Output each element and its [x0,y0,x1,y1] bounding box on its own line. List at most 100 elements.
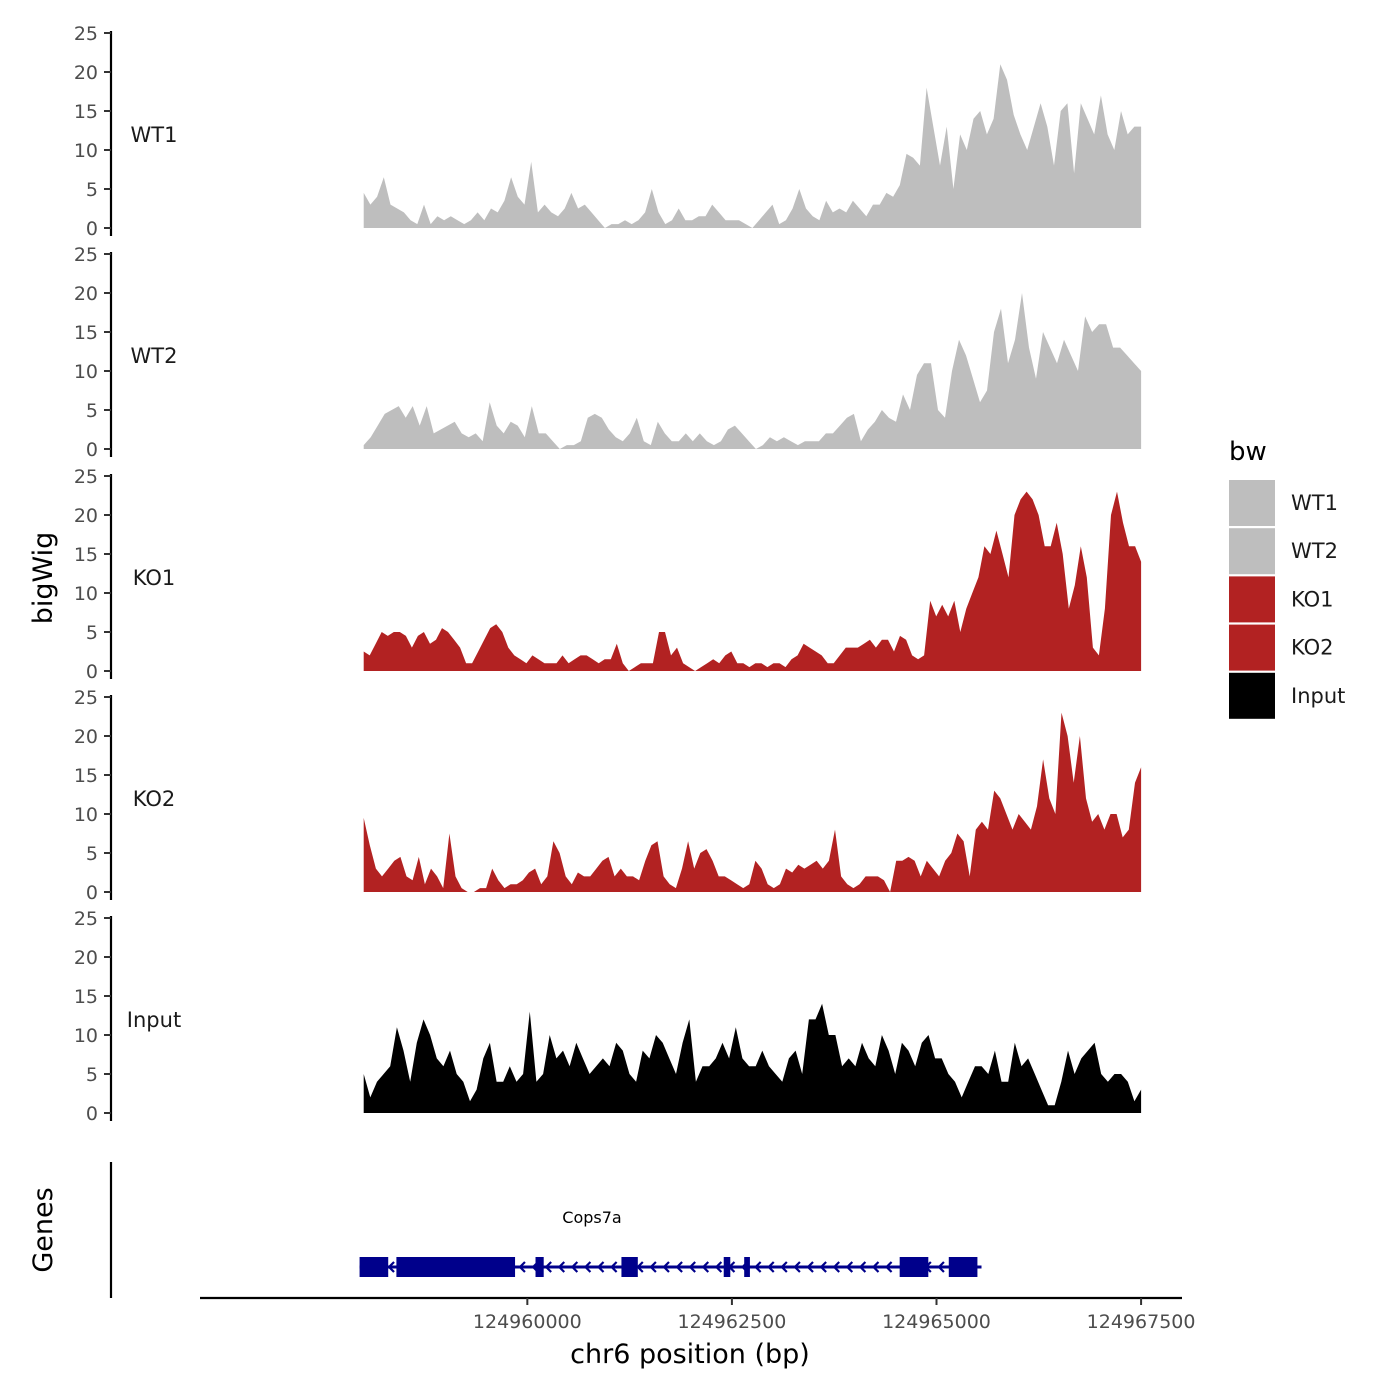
x-axis-title: chr6 position (bp) [570,1339,810,1370]
y-tick-label: 20 [74,62,98,84]
gene-exon [723,1257,731,1277]
y-tick-label: 15 [74,544,98,566]
area-ko1 [363,491,1142,671]
strand-arrow [688,1261,696,1273]
legend-label: KO1 [1291,587,1334,611]
legend: bw WT1 WT2 KO1 KO2 Input [1229,437,1345,719]
legend-swatch [1229,576,1275,623]
gene-model [359,1257,982,1277]
gene-exon [535,1257,544,1277]
y-tick-label: 15 [74,765,98,787]
x-tick-label: 124962500 [678,1311,787,1333]
strand-arrow [819,1261,827,1273]
x-axis: 124960000 124962500 124965000 124967500 chr… [200,1296,1196,1370]
gene-track: Genes Cops7a [28,1162,982,1298]
y-tick-label: 0 [86,882,98,904]
y-tick-label: 10 [74,140,98,162]
y-tick-label: 20 [74,947,98,969]
legend-label: WT2 [1291,539,1338,563]
strand-arrow [701,1261,710,1273]
strand-arrow [885,1261,893,1273]
strand-arrow [596,1261,605,1273]
strand-arrow [636,1261,644,1273]
y-tick-label: 15 [74,986,98,1008]
y-axis-title: bigWig [28,532,59,625]
x-tick-label: 124965000 [882,1311,991,1333]
y-tick-label: 5 [86,843,98,865]
y-tick-label: 10 [74,583,98,605]
strand-arrow [610,1261,618,1273]
strand-arrow [845,1261,854,1273]
track-label: KO2 [133,787,176,811]
strand-arrow [832,1261,840,1273]
gene-exon [744,1257,750,1277]
legend-swatch [1229,672,1275,719]
y-tick-label: 25 [74,244,98,266]
strand-arrow [793,1261,801,1273]
y-tick-label: 5 [86,622,98,644]
track-input: 0 5 10 15 20 25 Input [74,908,1142,1125]
strand-arrow [767,1261,775,1273]
area-wt1 [363,64,1142,228]
strand-arrow [714,1261,723,1273]
strand-arrow [387,1261,395,1273]
y-tick-label: 15 [74,322,98,344]
area-ko2 [363,712,1142,892]
signal-tracks: 0510152025WT10510152025WT20510152025KO10… [74,23,1142,1125]
track-label: WT2 [131,344,178,368]
gene-exon [621,1257,638,1277]
y-tick-label: 20 [74,726,98,748]
gene-name-label: Cops7a [562,1208,621,1227]
strand-arrow [649,1261,657,1273]
area-input [363,1003,1142,1113]
y-tick-label: 20 [74,505,98,527]
y-tick-label: 25 [74,908,98,930]
track-ko2: 0 5 10 15 20 25 KO2 [74,687,1142,904]
legend-swatch [1229,480,1275,526]
strand-arrow [675,1261,683,1273]
y-tick-label: 25 [74,23,98,45]
track-wt2: 0 5 10 15 20 25 WT2 [74,244,1142,461]
area-wt2 [363,293,1142,449]
y-tick-label: 10 [74,1025,98,1047]
track-label: WT1 [131,123,178,147]
gene-track-title: Genes [28,1187,59,1272]
gene-exon [396,1257,516,1277]
track-label: Input [127,1008,181,1032]
track-ko1: 0 5 10 15 20 25 KO1 [74,466,1142,683]
y-tick-label: 20 [74,283,98,305]
y-tick-label: 5 [86,400,98,422]
x-tick-label: 124967500 [1087,1311,1196,1333]
x-tick-label: 124960000 [473,1311,582,1333]
legend-swatch [1229,528,1275,575]
strand-arrow [662,1261,670,1273]
y-tick-label: 0 [86,218,98,240]
y-tick-label: 0 [86,661,98,683]
y-tick-label: 10 [74,361,98,383]
legend-title: bw [1229,437,1267,467]
y-tick-label: 25 [74,687,98,709]
strand-arrow [806,1261,814,1273]
y-tick-label: 15 [74,101,98,123]
strand-arrow [518,1261,526,1273]
legend-label: Input [1291,684,1345,708]
y-tick-label: 25 [74,466,98,488]
y-tick-label: 0 [86,1103,98,1125]
strand-arrow [570,1261,579,1273]
strand-arrow [754,1261,762,1273]
legend-swatch [1229,624,1275,671]
y-tick-label: 0 [86,439,98,461]
y-tick-label: 5 [86,179,98,201]
legend-label: WT1 [1291,491,1338,515]
y-tick-label: 10 [74,804,98,826]
strand-arrow [780,1261,788,1273]
strand-arrow [858,1261,867,1273]
legend-label: KO2 [1291,636,1334,660]
strand-arrow [544,1261,552,1273]
gene-exon [359,1257,389,1277]
gene-exon [899,1257,929,1277]
strand-arrow [871,1261,880,1273]
strand-arrow [937,1261,945,1273]
track-wt1: 0 5 10 15 20 25 WT1 [74,23,1142,240]
